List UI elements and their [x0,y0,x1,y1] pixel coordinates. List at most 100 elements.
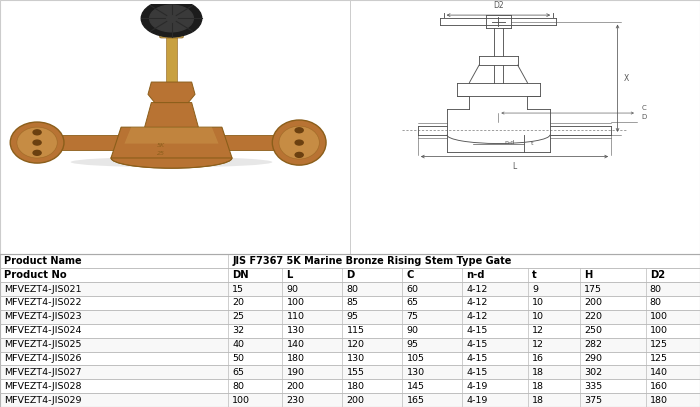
Text: 100: 100 [286,298,304,307]
Ellipse shape [272,120,326,165]
Text: 145: 145 [407,382,425,391]
Text: 175: 175 [584,284,602,293]
Ellipse shape [71,157,272,167]
Circle shape [295,128,303,133]
Text: MFVEZT4-JIS028: MFVEZT4-JIS028 [4,382,82,391]
Text: 5K: 5K [158,143,165,148]
Bar [0,379,700,393]
Text: 20: 20 [232,298,244,307]
Text: 32: 32 [232,326,244,335]
Text: 90: 90 [286,284,299,293]
Text: D2: D2 [650,270,665,280]
Text: 160: 160 [650,382,668,391]
Circle shape [33,140,41,145]
Text: MFVEZT4-JIS024: MFVEZT4-JIS024 [4,326,82,335]
Text: 190: 190 [286,368,304,377]
Text: JIS F7367 5K Marine Bronze Rising Stem Type Gate: JIS F7367 5K Marine Bronze Rising Stem T… [232,256,512,266]
Text: 130: 130 [346,354,365,363]
Circle shape [141,0,202,37]
Text: D: D [642,114,647,120]
Text: 200: 200 [584,298,602,307]
Text: MFVEZT4-JIS026: MFVEZT4-JIS026 [4,354,82,363]
Ellipse shape [17,127,57,158]
Text: 80: 80 [650,298,662,307]
Text: 290: 290 [584,354,602,363]
Text: MFVEZT4-JIS022: MFVEZT4-JIS022 [4,298,82,307]
Text: C: C [407,270,414,280]
Text: 80: 80 [346,284,358,293]
Text: 220: 220 [584,312,602,321]
Text: 110: 110 [286,312,304,321]
Text: 40: 40 [232,340,244,349]
Circle shape [33,130,41,135]
Text: 125: 125 [650,354,668,363]
Text: 75: 75 [407,312,419,321]
Text: 140: 140 [286,340,304,349]
Text: 130: 130 [407,368,425,377]
Text: 155: 155 [346,368,365,377]
Text: 18: 18 [532,396,544,405]
Text: 65: 65 [232,368,244,377]
Text: 4-15: 4-15 [467,368,488,377]
Text: 80: 80 [650,284,662,293]
Bar [0,352,700,365]
Text: 180: 180 [346,382,365,391]
Polygon shape [145,103,198,127]
Text: 302: 302 [584,368,602,377]
Text: Product No: Product No [4,270,66,280]
Bar [0,393,700,407]
Circle shape [295,153,303,158]
Text: 90: 90 [407,326,419,335]
Text: D2: D2 [493,1,504,10]
Text: 4-15: 4-15 [467,326,488,335]
Text: t: t [531,141,533,146]
Text: 18: 18 [532,382,544,391]
Text: MFVEZT4-JIS023: MFVEZT4-JIS023 [4,312,82,321]
Text: 15: 15 [232,284,244,293]
Text: 16: 16 [532,354,544,363]
Text: 10: 10 [532,298,544,307]
Polygon shape [125,127,218,144]
Text: 100: 100 [650,326,668,335]
Bar [222,136,316,150]
Bar [0,282,700,296]
Text: 120: 120 [346,340,365,349]
Text: 65: 65 [407,298,419,307]
Text: 4-15: 4-15 [467,354,488,363]
Text: 10: 10 [532,312,544,321]
Bar [0,310,700,324]
Text: 335: 335 [584,382,603,391]
Text: 282: 282 [584,340,602,349]
Text: 60: 60 [407,284,419,293]
Text: n-d: n-d [467,270,485,280]
Bar [0,324,700,338]
Text: Product Name: Product Name [4,256,82,266]
FancyBboxPatch shape [160,24,183,38]
Text: 50: 50 [232,354,244,363]
Text: 200: 200 [346,396,365,405]
Text: 9: 9 [532,284,538,293]
Text: MFVEZT4-JIS025: MFVEZT4-JIS025 [4,340,82,349]
Ellipse shape [111,148,232,168]
Text: 165: 165 [407,396,425,405]
Text: MFVEZT4-JIS027: MFVEZT4-JIS027 [4,368,82,377]
Text: 18: 18 [532,368,544,377]
Text: 80: 80 [232,382,244,391]
Text: 230: 230 [286,396,304,405]
Text: X: X [624,74,629,83]
Text: 180: 180 [650,396,668,405]
Text: 4-12: 4-12 [467,312,488,321]
Text: D: D [346,270,355,280]
Circle shape [150,5,193,32]
Text: 25: 25 [232,312,244,321]
Text: 4-12: 4-12 [467,298,488,307]
Text: 4-15: 4-15 [467,340,488,349]
Text: 4-12: 4-12 [467,284,488,293]
Text: 140: 140 [650,368,668,377]
Text: 100: 100 [232,396,250,405]
Text: 105: 105 [407,354,425,363]
Text: MFVEZT4-JIS021: MFVEZT4-JIS021 [4,284,82,293]
Text: 95: 95 [346,312,358,321]
Text: L: L [512,162,517,171]
Polygon shape [111,127,232,158]
